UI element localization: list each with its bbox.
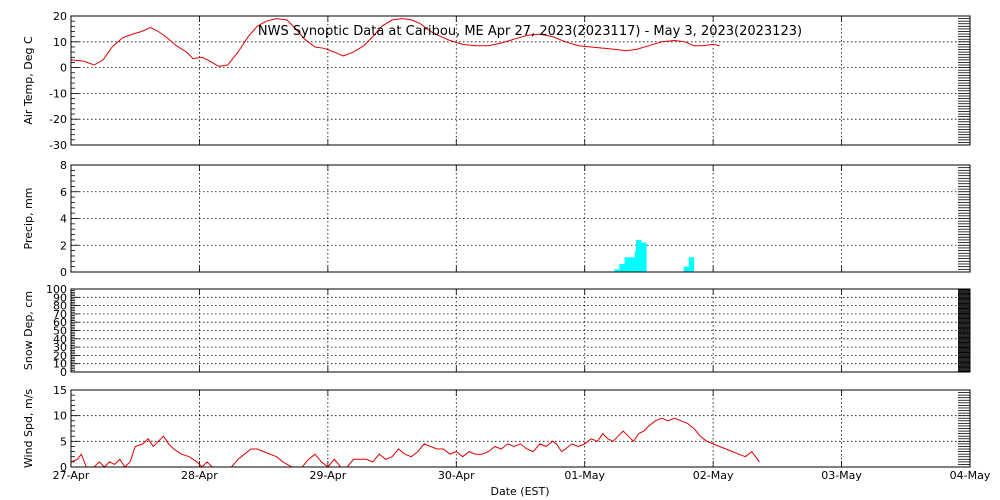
snow-y-tick-label: 30 bbox=[53, 341, 67, 354]
temp-series-line bbox=[70, 18, 720, 67]
precip-bar bbox=[688, 257, 695, 272]
precip-y-tick-label: 4 bbox=[60, 213, 67, 226]
wind-y-tick-label: 0 bbox=[60, 461, 67, 474]
x-tick-label: 01-May bbox=[564, 469, 605, 482]
temp-y-tick-label: -20 bbox=[49, 113, 67, 126]
snow-y-tick-label: 80 bbox=[53, 300, 67, 313]
snow-y-tick-label: 40 bbox=[53, 333, 67, 346]
precip-frame bbox=[70, 164, 971, 273]
x-tick-label: 04-May bbox=[950, 469, 991, 482]
x-tick-label: 30-Apr bbox=[438, 469, 475, 482]
wind-series-line bbox=[70, 417, 760, 468]
x-tick-label: 02-May bbox=[693, 469, 734, 482]
precip-y-tick-label: 8 bbox=[60, 159, 67, 172]
precip-bar bbox=[683, 266, 689, 272]
temp-y-tick-label: 20 bbox=[53, 10, 67, 23]
wind-frame bbox=[70, 389, 971, 468]
precip-y-axis-label: Precip, mm bbox=[22, 188, 35, 250]
x-tick-label: 28-Apr bbox=[181, 469, 218, 482]
temp-y-tick-label: -30 bbox=[49, 139, 67, 152]
precip-y-tick-label: 6 bbox=[60, 186, 67, 199]
x-tick-label: 27-Apr bbox=[53, 469, 90, 482]
panel-temp: -30 -20 -10 0 10 20 Air Temp, Deg C bbox=[22, 10, 971, 152]
snow-y-axis-label: Snow Dep, cm bbox=[22, 291, 35, 370]
temp-y-tick-label: 0 bbox=[60, 62, 67, 75]
panel-wind: 0 5 10 15 Wind Spd, m/s bbox=[22, 384, 971, 474]
snow-y-tick-label: 0 bbox=[60, 366, 67, 379]
precip-bar bbox=[641, 242, 647, 272]
snow-y-tick-label: 100 bbox=[46, 283, 67, 296]
precip-bar bbox=[619, 263, 625, 272]
precip-y-tick-label: 2 bbox=[60, 239, 67, 252]
precip-bar bbox=[629, 257, 636, 272]
wind-y-tick-label: 10 bbox=[53, 410, 67, 423]
snow-y-tick-label: 70 bbox=[53, 308, 67, 321]
x-tick-label: 03-May bbox=[821, 469, 862, 482]
snow-y-tick-label: 60 bbox=[53, 316, 67, 329]
temp-y-axis-label: Air Temp, Deg C bbox=[22, 36, 35, 125]
snow-y-tick-label: 90 bbox=[53, 291, 67, 304]
precip-bar bbox=[614, 269, 620, 272]
temp-y-tick-label: 10 bbox=[53, 36, 67, 49]
precip-bar bbox=[624, 257, 630, 272]
temp-y-tick-label: -10 bbox=[49, 87, 67, 100]
x-axis-label: Date (EST) bbox=[490, 485, 549, 498]
snow-frame bbox=[70, 288, 971, 373]
wind-y-tick-label: 15 bbox=[53, 384, 67, 397]
snow-y-tick-label: 50 bbox=[53, 325, 67, 338]
panel-precip: 0 2 4 6 8 Precip, mm bbox=[22, 159, 971, 279]
wind-y-axis-label: Wind Spd, m/s bbox=[22, 389, 35, 469]
precip-bar bbox=[636, 239, 642, 272]
chart-title: NWS Synoptic Data at Caribou, ME Apr 27,… bbox=[258, 24, 802, 39]
wind-y-tick-label: 5 bbox=[60, 435, 67, 448]
precip-y-tick-label: 0 bbox=[60, 266, 67, 279]
x-tick-label: 29-Apr bbox=[309, 469, 346, 482]
snow-y-tick-label: 10 bbox=[53, 358, 67, 371]
snow-y-tick-label: 20 bbox=[53, 349, 67, 362]
temp-frame bbox=[70, 15, 971, 146]
